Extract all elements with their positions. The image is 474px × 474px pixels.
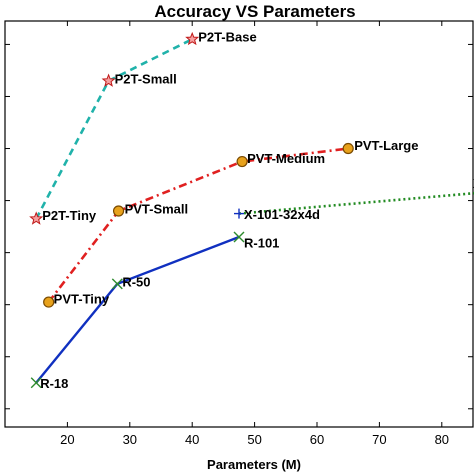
point-label-r-50: R-50 — [122, 274, 150, 289]
marker-stroke — [30, 377, 42, 389]
point-label-p2t-small: P2T-Small — [115, 71, 177, 86]
x-axis-label: Parameters (M) — [207, 457, 301, 472]
series-line-pvt — [47, 147, 349, 303]
marker-pvt-small — [112, 205, 125, 217]
chart-title: Accuracy VS Parameters — [154, 2, 355, 21]
x-tick-label: 50 — [247, 432, 261, 447]
point-label-p2t-tiny: P2T-Tiny — [42, 208, 97, 223]
marker-pvt-tiny — [43, 296, 55, 308]
marker-p2t-tiny — [29, 211, 44, 225]
point-label-r-18: R-18 — [40, 376, 68, 391]
marker-p2t-base — [185, 31, 200, 46]
marker-r-50 — [111, 278, 123, 290]
marker-stroke — [233, 231, 245, 243]
point-label-pvt-small: PVT-Small — [125, 201, 189, 216]
series-line-resnet — [35, 235, 240, 384]
x-tick-label: 70 — [372, 432, 386, 447]
x-tick-label: 30 — [123, 432, 137, 447]
x-tick-label: 60 — [310, 432, 324, 447]
series-markers — [29, 31, 354, 389]
marker-r-18 — [30, 377, 42, 389]
point-label-x-101-32x4d: X-101-32x4d — [244, 207, 320, 222]
marker-r-101 — [233, 231, 245, 243]
marker-pvt-large — [342, 142, 354, 155]
point-label-pvt-tiny: PVT-Tiny — [54, 292, 110, 307]
x-tick-label: 80 — [435, 432, 449, 447]
point-labels: P2T-Tiny P2T-Small P2T-Base PVT-Tiny PVT-Sma… — [40, 30, 474, 392]
x-tick-label: 20 — [60, 432, 74, 447]
point-label-r-101: R-101 — [244, 235, 279, 250]
marker-x-101-32x4d — [234, 208, 244, 219]
x-tick-label: 40 — [185, 432, 199, 447]
series-line-resnext — [238, 191, 474, 215]
axis-ticks: 20 30 40 50 60 70 80 — [5, 21, 473, 447]
marker-pvt-medium — [236, 155, 248, 168]
point-label-p2t-base: P2T-Base — [198, 30, 257, 45]
series-line-p2t — [35, 38, 193, 220]
point-label-pvt-large: PVT-Large — [354, 138, 418, 153]
marker-p2t-small — [101, 73, 116, 87]
marker-stroke — [111, 278, 123, 290]
point-label-pvt-medium: PVT-Medium — [247, 151, 325, 166]
plot-frame — [4, 20, 474, 428]
